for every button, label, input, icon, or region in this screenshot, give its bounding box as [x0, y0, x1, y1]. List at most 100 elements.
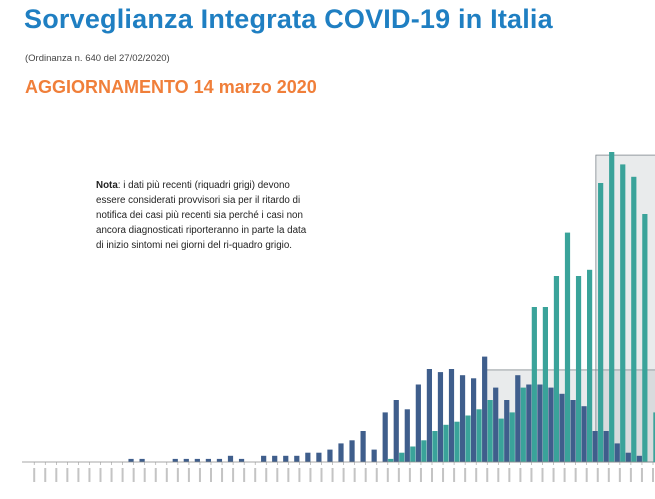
x-tick-label-illegible-11: [154, 468, 157, 482]
x-tick-label-illegible-45: [530, 468, 533, 482]
x-tick-label-illegible-5: [88, 468, 91, 482]
bar-series2-56: [653, 412, 655, 462]
note-text: : i dati più recenti (riquadri grigi) de…: [96, 180, 307, 251]
x-tick-label-illegible-55: [640, 468, 643, 482]
x-tick-label-illegible-43: [508, 468, 511, 482]
bar-series1-13: [172, 458, 178, 462]
bar-series1-47: [548, 387, 554, 462]
bar-series1-44: [515, 375, 521, 462]
bar-series2-33: [399, 452, 405, 462]
bar-series1-23: [283, 455, 289, 462]
bar-series1-9: [128, 458, 134, 462]
x-tick-label-illegible-41: [486, 468, 489, 482]
bar-series2-46: [542, 307, 548, 462]
bar-series1-48: [559, 393, 565, 462]
x-tick-label-illegible-46: [541, 468, 544, 482]
x-tick-label-illegible-44: [519, 468, 522, 482]
bar-series2-35: [421, 440, 427, 462]
bar-series1-15: [194, 458, 200, 462]
x-tick-label-illegible-19: [243, 468, 246, 482]
bar-series1-54: [625, 452, 631, 462]
bar-series1-10: [139, 458, 145, 462]
x-tick-label-illegible-32: [386, 468, 389, 482]
bar-series2-39: [465, 415, 471, 462]
x-tick-label-illegible-25: [309, 468, 312, 482]
bar-series1-41: [482, 356, 488, 462]
bar-series2-44: [520, 387, 526, 462]
bar-series2-38: [454, 421, 460, 462]
x-tick-label-illegible-27: [331, 468, 334, 482]
x-tick-label-illegible-16: [210, 468, 212, 482]
bar-series1-42: [493, 387, 499, 462]
x-tick-label-illegible-36: [431, 468, 433, 482]
bar-series1-33: [393, 400, 399, 462]
bar-series2-52: [609, 152, 615, 462]
x-tick-label-illegible-29: [353, 468, 356, 482]
x-tick-label-illegible-50: [585, 468, 588, 482]
bar-series1-53: [614, 443, 620, 462]
x-tick-label-illegible-37: [442, 468, 445, 482]
x-tick-label-illegible-13: [176, 468, 179, 482]
bar-series2-37: [443, 424, 449, 462]
bar-series1-46: [537, 384, 543, 462]
bar-series2-50: [587, 269, 593, 462]
bar-series1-36: [426, 369, 432, 462]
bar-series1-19: [238, 458, 245, 462]
x-tick-label-illegible-54: [629, 468, 632, 482]
x-tick-label-illegible-31: [375, 468, 378, 482]
bar-series1-45: [526, 384, 532, 462]
x-tick-label-illegible-35: [419, 468, 422, 482]
bar-series1-40: [471, 378, 477, 462]
bar-series1-17: [216, 458, 223, 462]
bar-series1-39: [459, 375, 466, 462]
bar-series2-48: [564, 232, 571, 462]
bar-series1-14: [183, 458, 189, 462]
bar-series2-53: [620, 164, 626, 462]
x-tick-label-illegible-3: [66, 468, 69, 482]
bar-series1-18: [227, 455, 234, 462]
x-tick-label-illegible-4: [77, 468, 80, 482]
bar-series1-22: [272, 455, 278, 462]
bar-series1-49: [570, 400, 576, 462]
x-tick-label-illegible-51: [596, 468, 599, 482]
update-date-heading: AGGIORNAMENTO 14 marzo 2020: [25, 77, 317, 97]
x-tick-label-illegible-33: [397, 468, 400, 482]
x-axis-ticks: [33, 462, 654, 482]
bar-series2-45: [531, 307, 537, 462]
bar-series1-52: [603, 431, 609, 462]
bar-series2-34: [410, 446, 416, 462]
x-tick-label-illegible-21: [265, 468, 268, 482]
note-label: Nota: [96, 180, 118, 191]
bar-series2-43: [509, 412, 515, 462]
bar-series1-27: [327, 449, 333, 462]
epidemic-curve-chart: [22, 152, 655, 482]
x-tick-label-illegible-42: [497, 468, 500, 482]
x-tick-label-illegible-24: [298, 468, 301, 482]
bar-series1-34: [404, 409, 410, 462]
bar-series1-55: [636, 455, 642, 462]
bar-series1-32: [382, 412, 388, 462]
x-tick-label-illegible-17: [221, 468, 224, 482]
bar-series2-54: [631, 176, 637, 463]
bar-series2-32: [388, 458, 394, 462]
bar-series1-31: [371, 449, 377, 462]
bar-series2-42: [498, 418, 504, 462]
page-title: Sorveglianza Integrata COVID-19 in Itali…: [24, 4, 553, 34]
bar-series1-38: [448, 369, 455, 462]
x-tick-label-illegible-6: [99, 468, 102, 482]
bar-series1-24: [294, 455, 300, 462]
x-tick-label-illegible-1: [44, 468, 47, 482]
bar-series1-50: [581, 406, 587, 462]
x-tick-label-illegible-8: [121, 468, 124, 482]
bar-series2-40: [476, 409, 482, 462]
bar-series1-29: [349, 440, 355, 462]
bar-series1-43: [504, 400, 510, 462]
x-tick-label-illegible-48: [563, 468, 566, 482]
bar-series1-21: [261, 455, 267, 462]
x-tick-label-illegible-40: [475, 468, 478, 482]
provisional-data-note: Nota: i dati più recenti (riquadri grigi…: [96, 178, 311, 253]
x-tick-label-illegible-47: [552, 468, 555, 482]
x-tick-label-illegible-30: [364, 468, 367, 482]
ordinance-subtitle: (Ordinanza n. 640 del 27/02/2020): [25, 53, 170, 64]
x-tick-label-illegible-14: [187, 468, 190, 482]
